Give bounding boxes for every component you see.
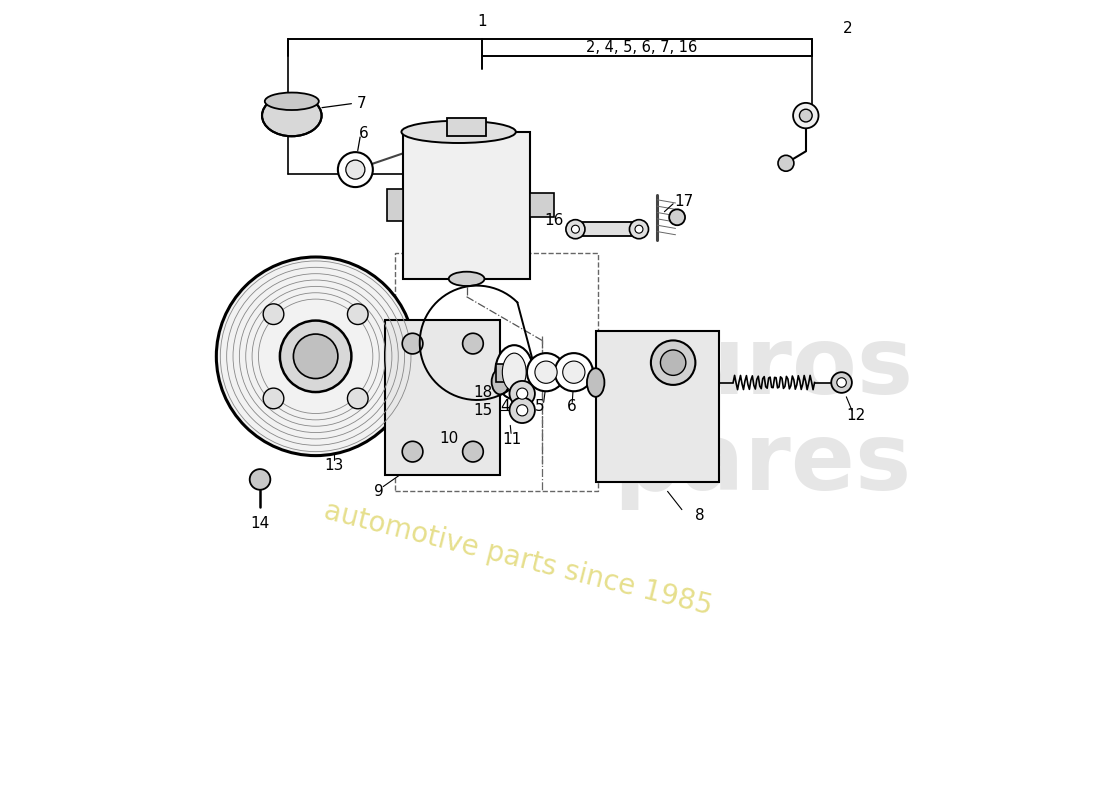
Circle shape <box>565 220 585 238</box>
Bar <box>596 331 718 482</box>
Circle shape <box>660 350 686 375</box>
Circle shape <box>403 442 422 462</box>
Text: 6: 6 <box>359 126 369 142</box>
Text: 10: 10 <box>440 430 459 446</box>
Circle shape <box>572 226 580 233</box>
Circle shape <box>837 378 846 387</box>
Text: 5: 5 <box>535 399 544 414</box>
Text: 9: 9 <box>374 484 384 499</box>
Circle shape <box>348 304 369 325</box>
Text: 16: 16 <box>544 213 563 228</box>
Circle shape <box>793 103 818 128</box>
Text: automotive parts since 1985: automotive parts since 1985 <box>321 497 715 621</box>
Circle shape <box>250 469 271 490</box>
Bar <box>385 320 501 475</box>
Ellipse shape <box>449 272 484 286</box>
Ellipse shape <box>402 121 516 143</box>
Ellipse shape <box>265 93 319 110</box>
Circle shape <box>651 341 695 385</box>
Circle shape <box>263 388 284 409</box>
Circle shape <box>535 361 558 383</box>
Circle shape <box>348 388 369 409</box>
Circle shape <box>832 372 851 393</box>
Text: 11: 11 <box>503 432 521 447</box>
Circle shape <box>629 220 649 238</box>
Circle shape <box>669 210 685 226</box>
Circle shape <box>463 334 483 354</box>
Ellipse shape <box>503 353 526 391</box>
Ellipse shape <box>495 345 534 399</box>
Circle shape <box>338 152 373 187</box>
Ellipse shape <box>587 368 604 397</box>
Text: 17: 17 <box>674 194 693 209</box>
Circle shape <box>509 398 535 423</box>
Circle shape <box>345 160 365 179</box>
Ellipse shape <box>492 369 509 394</box>
Bar <box>496 364 520 382</box>
Bar <box>395 253 597 491</box>
Circle shape <box>563 361 585 383</box>
Circle shape <box>509 381 535 406</box>
Text: 1: 1 <box>477 14 487 29</box>
Circle shape <box>517 405 528 416</box>
Circle shape <box>294 334 338 378</box>
Text: 8: 8 <box>694 508 704 522</box>
Circle shape <box>403 334 422 354</box>
Circle shape <box>778 155 794 171</box>
Text: 12: 12 <box>846 408 866 423</box>
Bar <box>387 190 403 222</box>
Text: 6: 6 <box>566 399 576 414</box>
Circle shape <box>217 257 415 456</box>
Text: 4: 4 <box>500 399 510 414</box>
Text: 7: 7 <box>356 96 366 111</box>
Circle shape <box>279 321 351 392</box>
Text: 15: 15 <box>473 403 492 418</box>
Text: 2, 4, 5, 6, 7, 16: 2, 4, 5, 6, 7, 16 <box>585 40 697 54</box>
Text: 18: 18 <box>473 385 492 399</box>
Text: euros: euros <box>614 322 913 414</box>
Bar <box>447 118 486 136</box>
Circle shape <box>527 353 565 391</box>
Circle shape <box>463 442 483 462</box>
Circle shape <box>635 226 642 233</box>
Circle shape <box>517 388 528 399</box>
Circle shape <box>554 353 593 391</box>
Circle shape <box>800 110 812 122</box>
Bar <box>575 222 639 236</box>
Ellipse shape <box>262 95 321 136</box>
Text: 13: 13 <box>324 458 343 473</box>
Text: 2: 2 <box>843 22 852 37</box>
Bar <box>403 132 530 279</box>
Bar <box>530 194 554 218</box>
Circle shape <box>263 304 284 325</box>
Text: 14: 14 <box>251 516 270 530</box>
Text: pares: pares <box>614 418 912 510</box>
